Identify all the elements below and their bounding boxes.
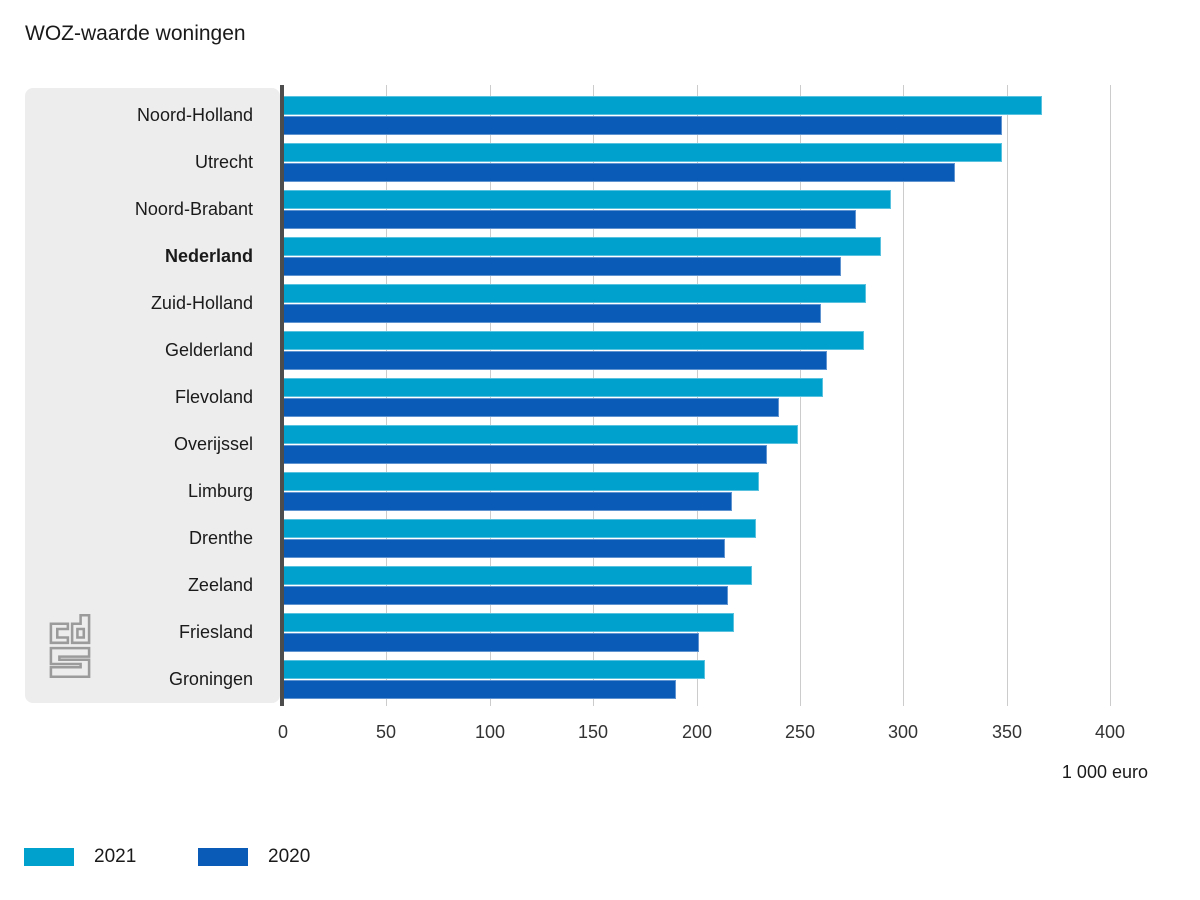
bar-2020[interactable] xyxy=(283,539,725,558)
category-label: Gelderland xyxy=(164,340,253,360)
x-tick-label: 250 xyxy=(784,722,816,742)
bar-2020[interactable] xyxy=(283,633,699,652)
bar-2020[interactable] xyxy=(283,492,732,511)
bar-2021[interactable] xyxy=(283,425,798,444)
bar-2021[interactable] xyxy=(283,237,881,256)
x-tick-label: 150 xyxy=(577,722,609,742)
x-tick-label: 300 xyxy=(887,722,919,742)
zero-axis-line xyxy=(280,85,284,706)
category-label: Nederland xyxy=(164,246,253,266)
gridline xyxy=(903,85,904,706)
x-tick-label: 200 xyxy=(681,722,713,742)
bar-2021[interactable] xyxy=(283,331,864,350)
bar-2020[interactable] xyxy=(283,351,827,370)
bar-2021[interactable] xyxy=(283,96,1042,115)
bar-2020[interactable] xyxy=(283,398,779,417)
bar-2021[interactable] xyxy=(283,660,705,679)
category-label: Utrecht xyxy=(194,152,253,172)
bar-2021[interactable] xyxy=(283,284,866,303)
bar-2020[interactable] xyxy=(283,304,821,323)
bar-2021[interactable] xyxy=(283,143,1002,162)
x-tick-label: 50 xyxy=(375,722,397,742)
plot-area xyxy=(283,85,1140,706)
category-label: Noord-Brabant xyxy=(134,199,253,219)
legend-item-2020: 2020 xyxy=(198,846,310,868)
bar-2020[interactable] xyxy=(283,586,728,605)
cbs-logo-icon xyxy=(49,613,91,679)
x-axis: 0 50 100 150 200 250 300 350 400 xyxy=(0,722,1200,746)
category-label: Overijssel xyxy=(173,434,253,454)
category-label: Zeeland xyxy=(187,575,253,595)
legend-swatch-2021 xyxy=(24,848,74,866)
legend-item-2021: 2021 xyxy=(24,846,136,868)
category-label: Limburg xyxy=(187,481,253,501)
bar-2020[interactable] xyxy=(283,445,767,464)
x-tick-label: 350 xyxy=(991,722,1023,742)
legend-label-2020: 2020 xyxy=(268,846,311,867)
bar-2021[interactable] xyxy=(283,190,891,209)
category-label: Flevoland xyxy=(174,387,253,407)
bar-2020[interactable] xyxy=(283,163,955,182)
x-tick-label: 100 xyxy=(474,722,506,742)
legend-swatch-2020 xyxy=(198,848,248,866)
axis-unit-label: 1 000 euro xyxy=(1061,762,1148,782)
gridline xyxy=(1110,85,1111,706)
category-label: Friesland xyxy=(178,622,253,642)
bar-2021[interactable] xyxy=(283,378,823,397)
bar-2021[interactable] xyxy=(283,472,759,491)
bar-2020[interactable] xyxy=(283,116,1002,135)
category-label-panel: Noord-Holland Utrecht Noord-Brabant Nederla… xyxy=(25,88,280,703)
category-label: Groningen xyxy=(168,669,253,689)
category-label: Zuid-Holland xyxy=(150,293,253,313)
gridline xyxy=(1007,85,1008,706)
category-label: Drenthe xyxy=(188,528,253,548)
bar-2020[interactable] xyxy=(283,257,841,276)
bar-2020[interactable] xyxy=(283,210,856,229)
bar-2021[interactable] xyxy=(283,566,752,585)
bar-2021[interactable] xyxy=(283,613,734,632)
x-tick-label: 0 xyxy=(277,722,288,742)
x-tick-label: 400 xyxy=(1094,722,1126,742)
bar-2020[interactable] xyxy=(283,680,676,699)
bar-2021[interactable] xyxy=(283,519,756,538)
category-label: Noord-Holland xyxy=(136,105,253,125)
chart-title: WOZ-waarde woningen xyxy=(25,22,246,45)
legend-label-2021: 2021 xyxy=(94,846,137,867)
